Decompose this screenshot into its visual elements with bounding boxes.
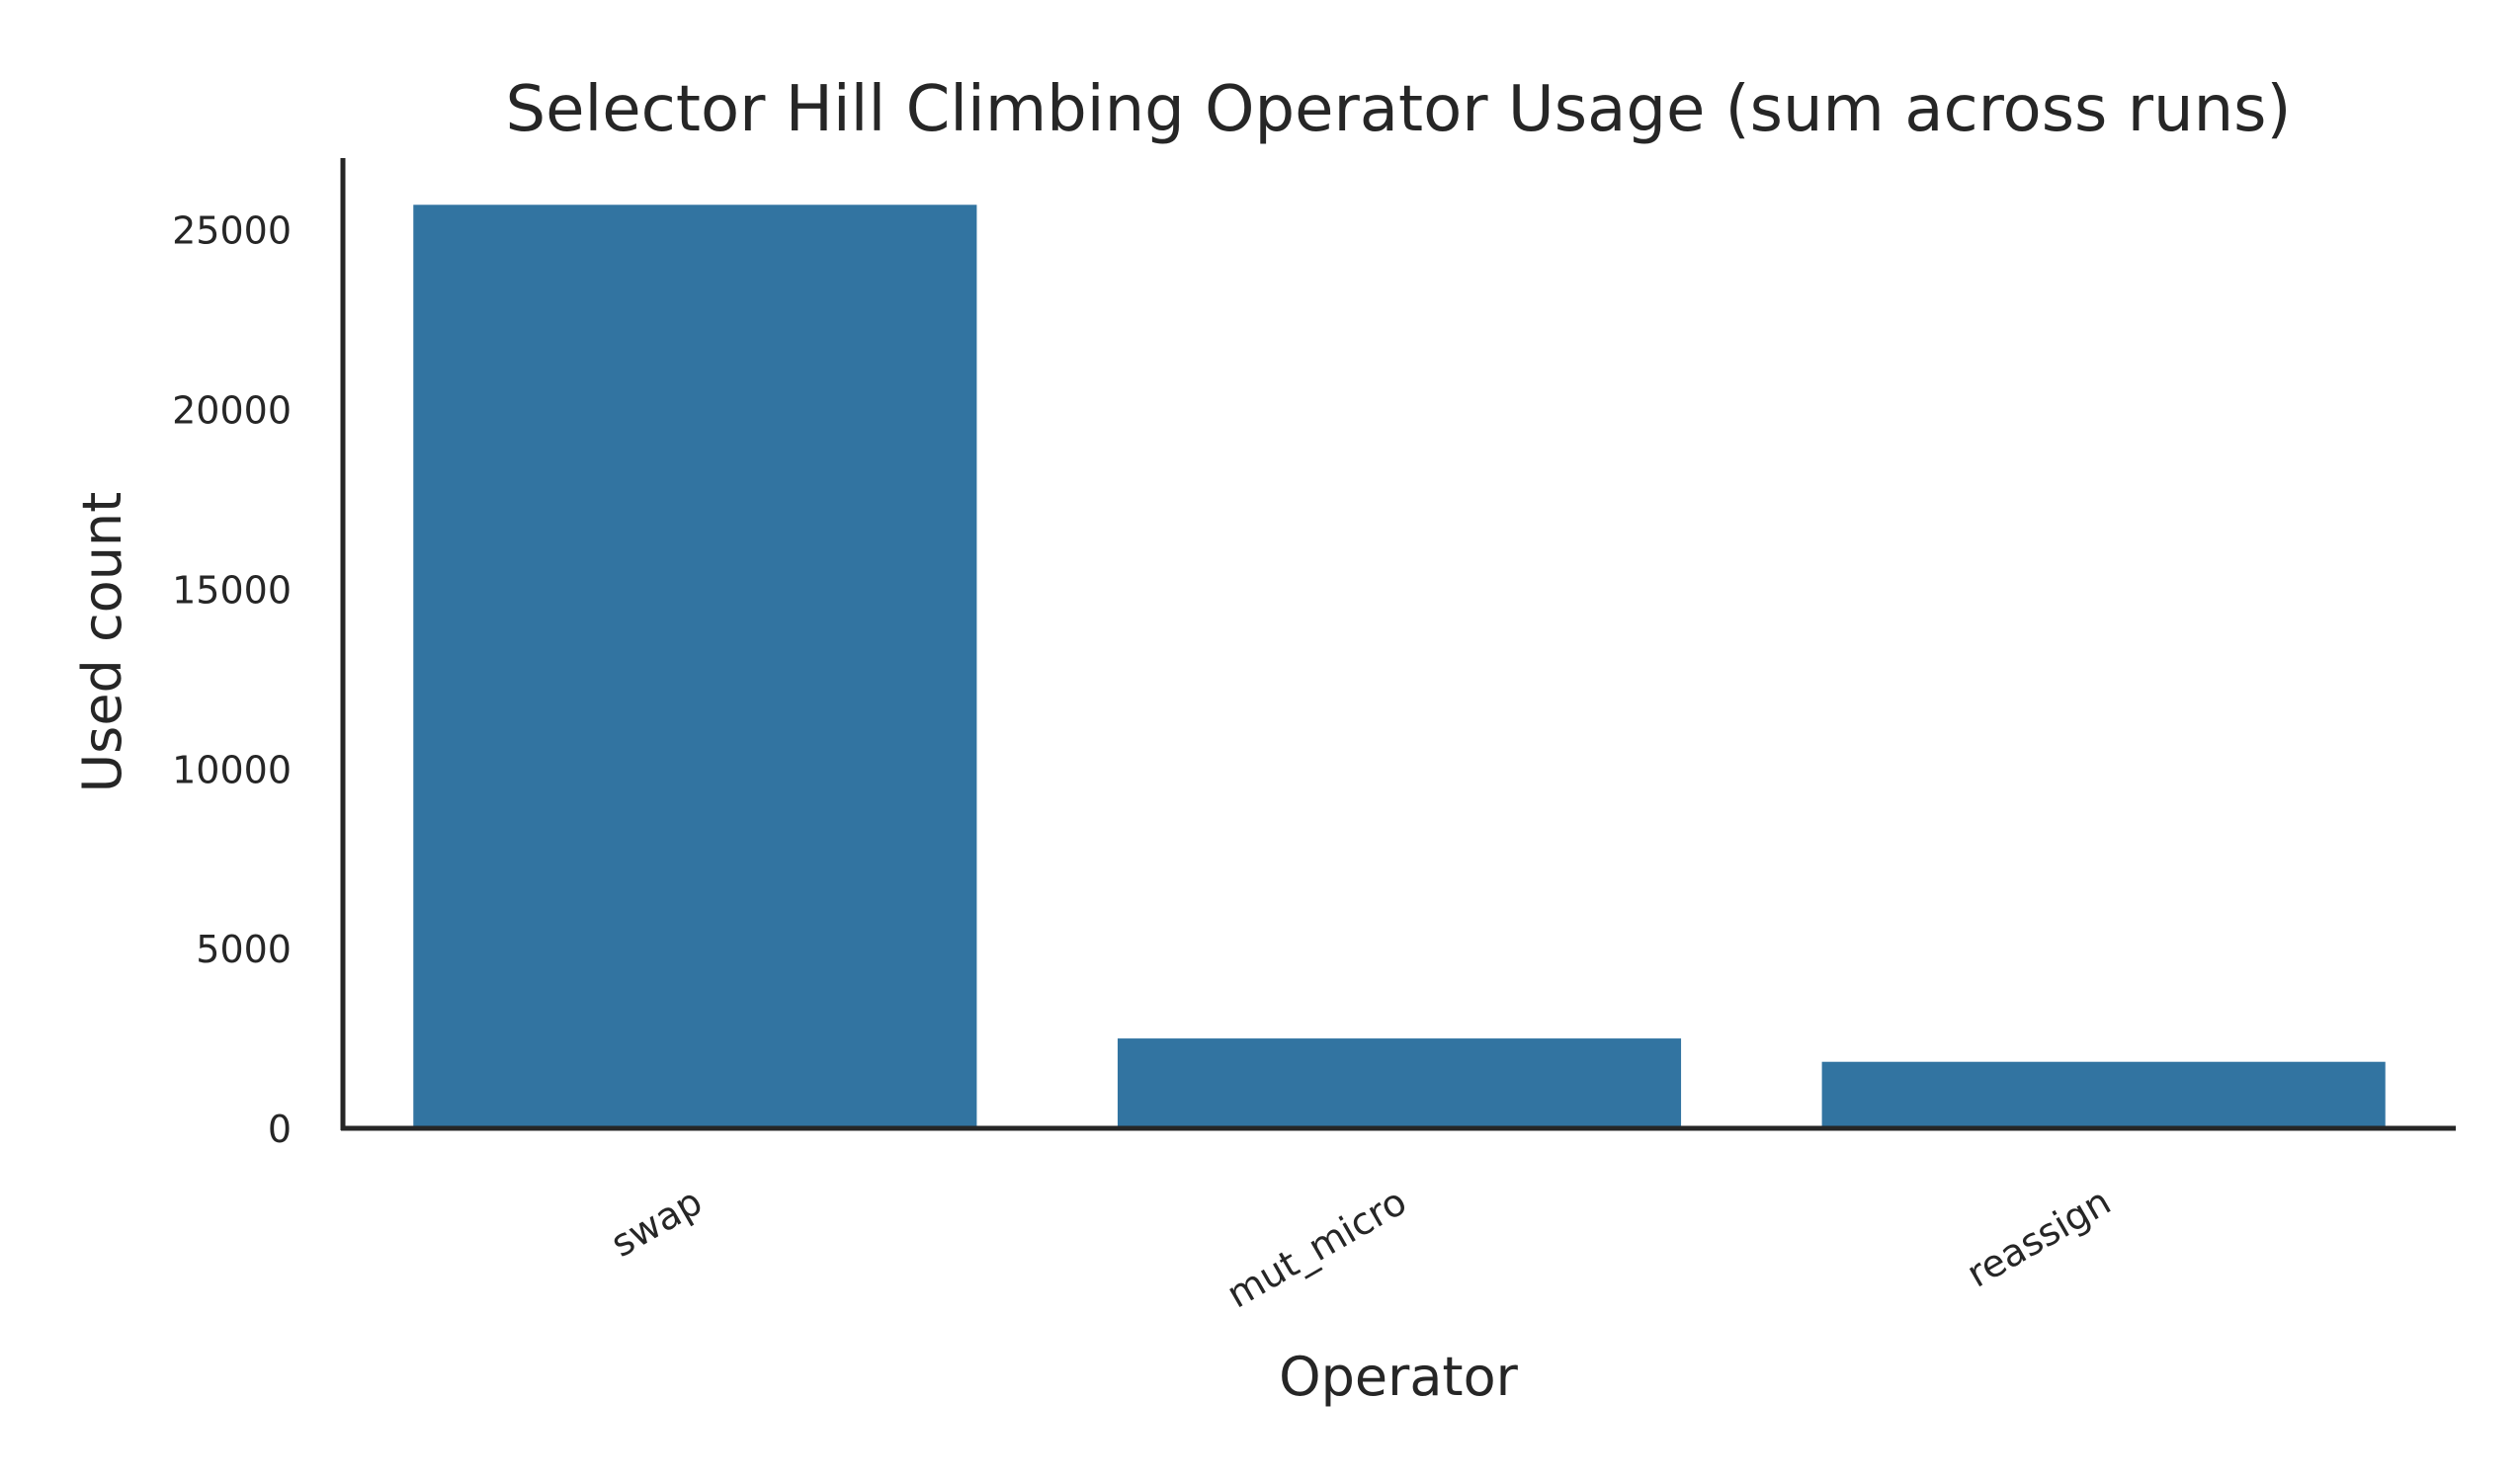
y-ticks-group: 0 5000 10000 15000 20000 25000 — [172, 209, 292, 1151]
x-tick-label: reassign — [1960, 1180, 2118, 1296]
chart-title: Selector Hill Climbing Operator Usage (s… — [506, 73, 2292, 146]
y-tick-label: 15000 — [172, 568, 292, 612]
x-tick-label: swap — [604, 1180, 710, 1266]
bar-mut-micro — [1118, 1038, 1681, 1128]
y-tick-label: 10000 — [172, 748, 292, 791]
y-tick-label: 25000 — [172, 209, 292, 253]
bar-reassign — [1822, 1062, 2386, 1128]
y-tick-label: 5000 — [196, 928, 292, 971]
x-axis-label: Operator — [1279, 1346, 1519, 1408]
x-ticks-group: swap mut_micro reassign — [604, 1180, 2118, 1317]
y-tick-label: 20000 — [172, 389, 292, 433]
y-axis-label: Used count — [71, 492, 133, 793]
bars-group — [413, 205, 2385, 1128]
y-tick-label: 0 — [268, 1108, 292, 1151]
bar-swap — [413, 205, 976, 1128]
x-tick-label: mut_micro — [1219, 1180, 1414, 1317]
